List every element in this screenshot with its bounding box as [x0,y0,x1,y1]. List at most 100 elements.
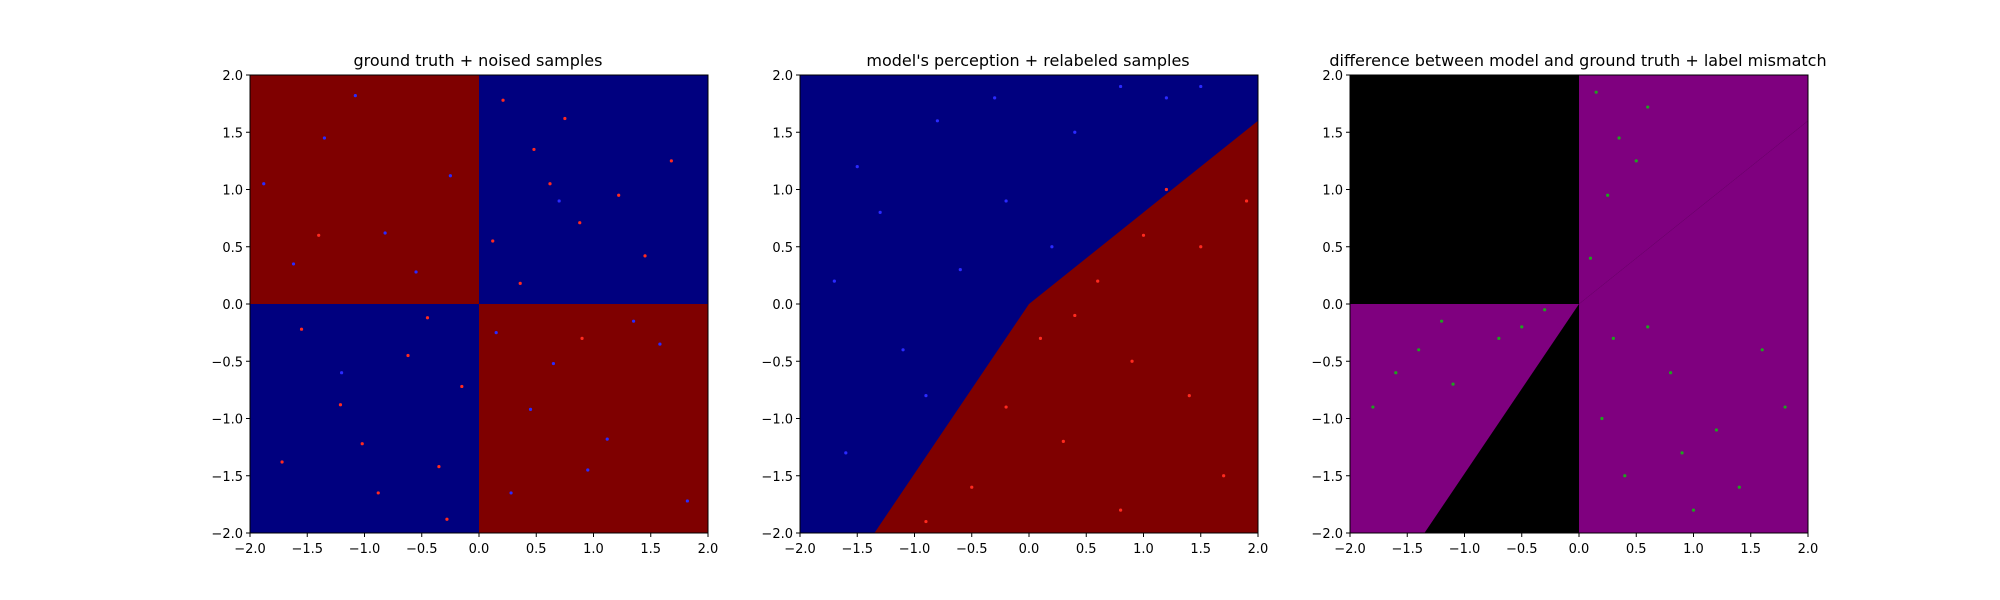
y-tick-label: −0.5 [1311,355,1343,370]
data-point [501,98,505,102]
region-mismatch [1579,304,1808,533]
data-point [1073,313,1077,318]
y-tick-label: −2.0 [211,527,243,542]
panel-difference: difference between model and ground trut… [1311,51,1826,557]
region-mismatch [1579,75,1808,304]
x-tick-label: −0.5 [406,542,438,557]
x-tick-label: −0.5 [1506,542,1538,557]
data-point [360,442,364,446]
y-tick-label: 0.0 [222,298,243,313]
data-point [551,361,556,366]
y-tick-label: −0.5 [761,355,793,370]
data-point [901,348,905,352]
data-point [586,468,590,472]
region-lower-right [479,304,708,533]
x-tick-label: 1.0 [583,542,604,557]
y-tick-label: 1.0 [1322,184,1343,199]
x-tick-label: 0.0 [1569,542,1590,557]
y-tick-label: 2.0 [1322,69,1343,84]
data-point [1783,405,1787,409]
y-tick-label: −1.0 [761,413,793,428]
x-tick-label: 1.0 [1683,542,1704,557]
y-tick-label: 1.5 [772,126,793,141]
data-point [1623,474,1627,478]
series [924,187,1249,524]
chart-title: ground truth + noised samples [354,51,603,70]
x-tick-label: −1.0 [1449,542,1481,557]
data-point [1634,159,1638,163]
panel-ground-truth: ground truth + noised samples −2.0 −1.5 −1… [211,51,718,557]
x-tick-label: 0.5 [526,542,547,557]
y-tick-label: 1.0 [222,184,243,199]
x-tick-label: 1.0 [1133,542,1154,557]
y-tick-label: 1.5 [1322,126,1343,141]
data-point [924,519,928,524]
y-tick-label: 2.0 [222,69,243,84]
y-tick-label: 1.5 [222,126,243,141]
data-point [1594,90,1598,94]
data-point [1669,371,1673,375]
series [1371,90,1787,512]
data-point [1646,105,1650,109]
data-point [1611,336,1615,340]
data-point [580,336,584,340]
data-point [1451,382,1455,386]
x-tick-label: −1.0 [349,542,381,557]
data-point [1646,325,1650,329]
plot-background [800,75,1258,533]
x-tick-label: 1.5 [1740,542,1761,557]
data-point [617,193,621,197]
data-point [1061,439,1065,443]
data-point [1050,245,1054,249]
data-point [685,499,689,503]
data-point [1119,84,1123,89]
data-point [383,231,387,235]
data-point [563,116,567,121]
x-tick-label: 2.0 [1798,542,1819,557]
data-point [448,174,452,178]
data-point [1222,474,1226,478]
x-tick-label: −2.0 [1334,542,1366,557]
data-point [1440,319,1444,323]
y-tick-label: −2.0 [761,527,793,542]
data-point [1497,336,1501,340]
data-point [832,279,836,283]
x-tick-label: −1.5 [291,542,323,557]
data-point [557,199,561,203]
x-tick-label: −1.5 [1391,542,1423,557]
plot-background [250,75,708,533]
data-point [299,327,304,331]
data-point [353,94,357,98]
data-point [605,437,609,441]
series [262,94,689,503]
data-point [1096,279,1100,283]
y-tick-label: −1.5 [211,470,243,485]
data-point [1600,416,1604,421]
data-point [548,182,552,186]
data-point [1543,308,1547,312]
y-tick-label: 0.5 [772,241,793,256]
data-point [528,407,533,411]
data-point [445,517,449,521]
region-lower-left [250,304,479,533]
series [280,98,673,521]
data-point [322,136,327,140]
x-tick-label: 0.0 [1019,542,1040,557]
chart-title: model's perception + relabeled samples [866,51,1189,70]
data-point [317,233,321,237]
y-tick-label: −1.0 [1311,413,1343,428]
data-point [1164,187,1168,192]
data-point [855,165,859,169]
data-point [425,316,430,320]
data-point [1617,136,1621,140]
data-point [1073,130,1077,134]
x-tick-label: 2.0 [698,542,719,557]
x-tick-label: 1.5 [1190,542,1211,557]
data-point [935,119,940,123]
x-tick-label: −2.0 [784,542,816,557]
data-point [878,210,882,214]
data-point [1760,348,1764,352]
panel-model-perception: model's perception + relabeled samples −… [761,51,1268,557]
data-point [1606,193,1610,197]
